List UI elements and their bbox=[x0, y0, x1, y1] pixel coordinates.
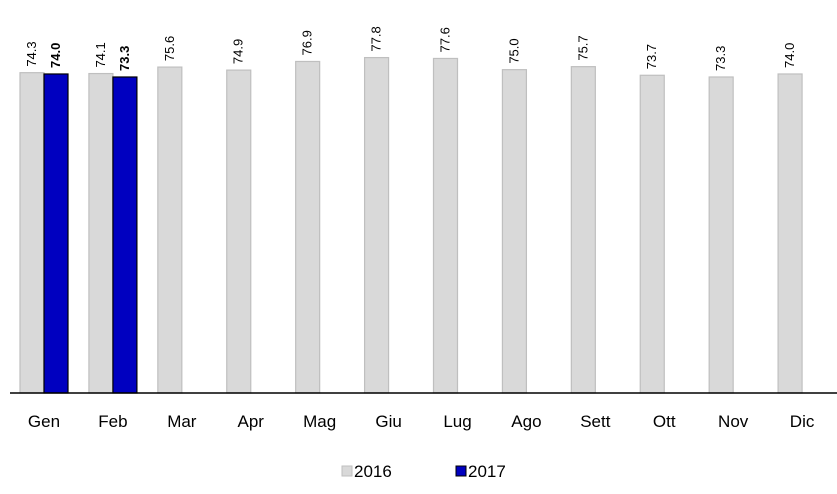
x-tick-label: Gen bbox=[28, 412, 60, 431]
bar bbox=[226, 69, 252, 394]
bar bbox=[43, 73, 69, 394]
value-label: 73.7 bbox=[644, 44, 659, 69]
bar bbox=[501, 69, 528, 394]
value-label: 74.0 bbox=[782, 43, 797, 68]
value-label: 74.1 bbox=[93, 42, 108, 67]
x-tick-label: Ago bbox=[511, 412, 541, 431]
bar bbox=[157, 66, 183, 394]
x-tick-label: Mag bbox=[303, 412, 336, 431]
bar bbox=[432, 57, 459, 394]
value-label: 77.8 bbox=[369, 26, 384, 51]
bar bbox=[708, 76, 734, 394]
x-tick-label: Giu bbox=[375, 412, 401, 431]
value-label: 74.3 bbox=[24, 41, 39, 66]
legend-label: 2016 bbox=[354, 462, 392, 481]
value-label: 75.6 bbox=[162, 36, 177, 61]
value-label: 74.0 bbox=[48, 43, 63, 68]
x-tick-label: Apr bbox=[238, 412, 265, 431]
value-label: 76.9 bbox=[300, 30, 315, 55]
bar bbox=[19, 72, 45, 394]
value-label: 73.3 bbox=[117, 46, 132, 71]
bar bbox=[777, 73, 803, 394]
x-tick-label: Feb bbox=[98, 412, 127, 431]
x-tick-label: Sett bbox=[580, 412, 611, 431]
bar bbox=[88, 72, 114, 394]
value-label: 75.7 bbox=[575, 35, 590, 60]
x-tick-label: Lug bbox=[443, 412, 471, 431]
x-tick-label: Ott bbox=[653, 412, 676, 431]
value-label: 77.6 bbox=[438, 27, 453, 52]
value-label: 75.0 bbox=[506, 38, 521, 63]
bar bbox=[570, 66, 596, 394]
bar bbox=[295, 60, 321, 394]
x-tick-label: Mar bbox=[167, 412, 197, 431]
bar bbox=[363, 56, 390, 394]
bar bbox=[639, 74, 665, 394]
legend-swatch bbox=[341, 465, 353, 477]
legend-swatch bbox=[455, 465, 467, 477]
x-tick-label: Dic bbox=[790, 412, 815, 431]
value-label: 74.9 bbox=[231, 39, 246, 64]
bar bbox=[112, 76, 138, 394]
legend-label: 2017 bbox=[468, 462, 506, 481]
x-tick-label: Nov bbox=[718, 412, 749, 431]
value-label: 73.3 bbox=[713, 46, 728, 71]
